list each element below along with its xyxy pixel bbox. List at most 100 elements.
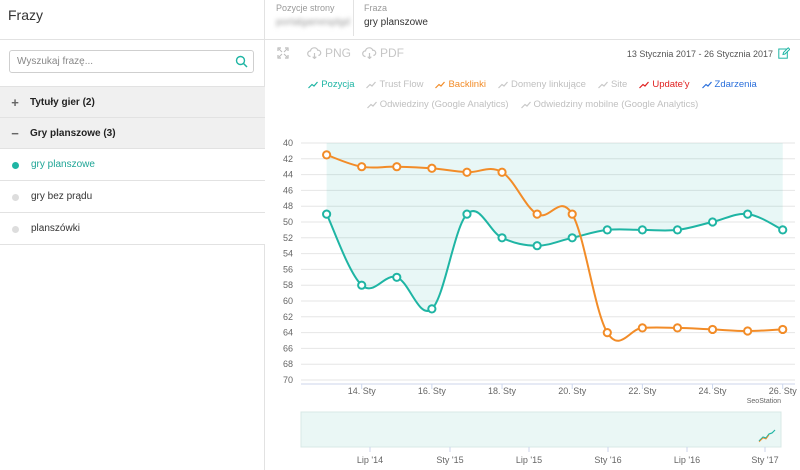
x-tick-label: 16. Sty: [418, 386, 447, 396]
legend-item[interactable]: Odwiedziny mobilne (Google Analytics): [520, 99, 699, 110]
data-point: [462, 167, 472, 177]
inactive-dot-icon: [12, 226, 19, 233]
y-tick-label: 60: [283, 296, 293, 306]
pdf-label: PDF: [380, 46, 404, 60]
x-tick-label: 24. Sty: [699, 386, 728, 396]
phrases-panel: Frazy + Tytuły gier (2) − Gry planszowe …: [0, 0, 265, 470]
export-pdf-button[interactable]: PDF: [362, 46, 404, 60]
legend-item[interactable]: Backlinki: [435, 79, 486, 90]
collapse-icon[interactable]: −: [11, 126, 19, 141]
phrase-value: gry planszowe: [364, 17, 428, 28]
line-series-icon: [308, 81, 319, 88]
png-label: PNG: [325, 46, 352, 60]
data-point: [707, 324, 718, 335]
data-point: [532, 209, 542, 219]
navigator-label: Sty '17: [751, 455, 778, 465]
position-chart[interactable]: 40 42 44 46 48 50 52 54 56 58 60 62 64 66 68 70 14. Sty 1…: [265, 120, 800, 470]
export-png-button[interactable]: PNG: [307, 46, 351, 60]
data-point: [672, 225, 683, 235]
line-series-icon: [598, 81, 608, 88]
y-tick-label: 62: [283, 312, 293, 322]
data-point: [567, 233, 577, 243]
edit-icon[interactable]: [778, 47, 790, 59]
search-icon[interactable]: [235, 55, 248, 68]
data-point: [322, 150, 332, 160]
search-input[interactable]: [10, 51, 230, 72]
positions-label: Pozycje strony: [276, 3, 335, 13]
navigator-series: [758, 429, 776, 442]
plot-area: [301, 139, 795, 384]
phrase-label: gry bez prądu: [31, 191, 93, 202]
line-series-icon: [639, 81, 650, 88]
positions-block: Pozycje strony portalgamesplgd: [276, 3, 350, 28]
navigator-label: Lip '16: [674, 455, 700, 465]
y-tick-label: 44: [283, 170, 293, 180]
navigator: [300, 411, 782, 448]
data-point: [743, 326, 753, 336]
legend-label: Zdarzenia: [714, 79, 757, 90]
data-point: [392, 162, 402, 172]
date-range[interactable]: 13 Stycznia 2017 - 26 Stycznia 2017: [626, 49, 773, 59]
cloud-download-icon: [307, 47, 322, 59]
line-series-icon: [435, 81, 446, 88]
legend-item[interactable]: Site: [598, 79, 627, 90]
phrase-label: planszówki: [31, 223, 80, 234]
data-point: [672, 323, 683, 333]
navigator-label: Lip '15: [516, 455, 542, 465]
data-point: [462, 209, 472, 219]
data-point: [357, 162, 367, 172]
legend-label: Odwiedziny mobilne (Google Analytics): [533, 99, 699, 110]
fullscreen-icon[interactable]: [277, 47, 289, 59]
line-series-icon: [520, 101, 531, 108]
data-point: [637, 323, 647, 333]
phrase-item-gry-bez-pradu[interactable]: gry bez prądu: [0, 181, 265, 213]
legend-item[interactable]: Trust Flow: [366, 79, 423, 90]
legend-item[interactable]: Odwiedziny (Google Analytics): [366, 99, 509, 110]
legend-label: Odwiedziny (Google Analytics): [379, 99, 509, 110]
data-point: [743, 209, 753, 219]
data-point: [392, 272, 402, 282]
phrase-label: Fraza: [364, 3, 388, 13]
navigator-label: Sty '15: [436, 455, 463, 465]
phrase-item-gry-planszowe[interactable]: gry planszowe: [0, 149, 265, 181]
y-tick-label: 70: [283, 375, 293, 385]
y-tick-label: 42: [283, 154, 293, 164]
group-gry-planszowe[interactable]: − Gry planszowe (3): [0, 117, 265, 149]
data-point: [427, 304, 437, 314]
x-tick-label: 14. Sty: [348, 386, 377, 396]
line-series-icon: [366, 101, 377, 108]
panel-title: Frazy: [8, 7, 43, 23]
legend-label: Trust Flow: [379, 79, 424, 90]
legend-item[interactable]: Update'y: [639, 79, 690, 90]
legend-label: Pozycja: [321, 79, 355, 90]
data-point: [322, 209, 332, 219]
cloud-download-icon: [362, 47, 377, 59]
x-tick-label: 20. Sty: [558, 386, 587, 396]
y-tick-label: 58: [283, 280, 293, 290]
series-area: [326, 143, 783, 311]
y-tick-label: 54: [283, 249, 293, 259]
divider: [0, 39, 265, 40]
x-tick-label: 26. Sty: [769, 386, 798, 396]
legend-item[interactable]: Domeny linkujące: [498, 79, 586, 90]
navigator-series: [758, 434, 770, 443]
y-tick-label: 40: [283, 138, 293, 148]
x-tick-label: 22. Sty: [628, 386, 657, 396]
legend-item[interactable]: Zdarzenia: [701, 79, 757, 90]
data-point: [637, 225, 647, 235]
phrase-item-planszowki[interactable]: planszówki: [0, 213, 265, 245]
positions-value: portalgamesplgd: [276, 17, 350, 28]
legend-item[interactable]: Pozycja: [308, 79, 354, 90]
y-tick-label: 46: [283, 185, 293, 195]
expand-icon[interactable]: +: [11, 95, 19, 110]
data-point: [357, 280, 367, 290]
legend-row-1: Pozycja Trust Flow Backlinki Domeny linkują…: [265, 79, 800, 90]
line-series-icon: [498, 81, 508, 88]
navigator-label: Sty '16: [594, 455, 621, 465]
credit-label: SeoStation: [747, 398, 781, 405]
group-tytuly-gier[interactable]: + Tytuły gier (2): [0, 86, 265, 118]
y-tick-label: 64: [283, 328, 293, 338]
y-tick-label: 50: [283, 217, 293, 227]
data-point: [497, 167, 507, 177]
data-point: [427, 163, 437, 173]
